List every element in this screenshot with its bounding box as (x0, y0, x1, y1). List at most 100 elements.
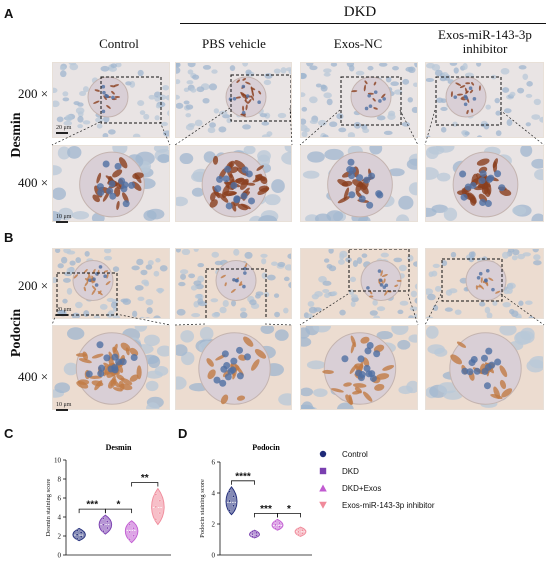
column-label-exos-nc: Exos-NC (333, 36, 383, 51)
significance-label-2: ** (141, 473, 149, 484)
significance-label-0: **** (235, 471, 251, 482)
legend-label-3: Exos-miR-143-3p inhibitor (342, 500, 435, 510)
chart-title: Podocin (252, 443, 280, 452)
violin-point-1 (255, 531, 258, 535)
y-tick-label: 2 (58, 533, 62, 541)
violin-point-0 (79, 531, 83, 534)
significance-label-0: *** (86, 500, 98, 511)
micrograph-podocin-400x-control (52, 325, 170, 410)
violin-point-2 (278, 525, 281, 528)
legend-item-0: Control (318, 447, 368, 461)
violin-point-1 (255, 534, 258, 537)
mag-label-a-200: 200 × (18, 86, 49, 101)
legend-label-2: DKD+Exos (342, 483, 382, 493)
violin-point-3 (297, 533, 300, 537)
mag-label-b-200: 200 × (18, 278, 49, 293)
legend-item-2: DKD+Exos (318, 481, 381, 495)
violin-3 (151, 487, 165, 526)
violin-point-2 (132, 526, 135, 530)
legend-marker-3 (319, 501, 327, 509)
violin-point-2 (274, 519, 277, 523)
y-tick-label: 6 (58, 495, 62, 503)
micrograph-podocin-200x-inhibitor (425, 248, 544, 319)
violin-point-3 (154, 505, 158, 509)
violin-point-3 (158, 499, 162, 503)
legend-item-3: Exos-miR-143-3p inhibitor (318, 498, 434, 512)
violin-point-2 (278, 521, 281, 525)
violin-point-3 (154, 517, 158, 521)
violin-point-0 (75, 529, 79, 532)
violin-point-3 (301, 529, 304, 532)
micrograph-desmin-400x-inhibitor (425, 145, 544, 222)
violin-point-1 (106, 526, 109, 530)
significance-bracket-1 (104, 508, 133, 514)
significance-label-2: * (287, 504, 291, 515)
violin-0 (72, 527, 86, 542)
significance-bracket-2 (277, 512, 301, 518)
panel-letter-c: C (4, 426, 14, 441)
legend-label-1: DKD (342, 466, 359, 476)
violin-point-2 (132, 534, 135, 537)
violin-point-1 (102, 517, 105, 520)
micrograph-desmin-400x-pbs (175, 145, 292, 222)
violin-point-2 (128, 523, 131, 526)
significance-bracket-0 (231, 480, 255, 485)
violin-point-3 (297, 527, 300, 530)
scale-bar-b-400: 10 μm (56, 402, 71, 411)
micrograph-podocin-200x-control (52, 248, 170, 319)
violin-point-0 (232, 504, 235, 508)
y-tick-label: 2 (212, 521, 216, 529)
scale-bar-a-400: 10 μm (56, 214, 71, 223)
violin-point-1 (251, 530, 254, 533)
violin-point-1 (251, 535, 254, 539)
y-tick-label: 6 (212, 459, 216, 467)
violin-point-0 (75, 533, 79, 536)
violin-point-0 (228, 490, 231, 493)
y-axis-label: Desmin staining score (45, 479, 52, 537)
y-tick-label: 8 (58, 476, 62, 484)
legend-label-0: Control (342, 449, 368, 459)
micrograph-podocin-400x-exos-nc (300, 325, 418, 410)
y-tick-label: 4 (58, 514, 62, 522)
y-tick-label: 4 (212, 490, 216, 498)
violin-point-0 (228, 509, 231, 512)
significance-bracket-2 (131, 482, 159, 487)
y-tick-label: 0 (212, 552, 216, 560)
significance-label-1: *** (260, 504, 272, 515)
scale-bar-b-200: 20 μm (56, 307, 71, 316)
violin-2 (271, 518, 284, 531)
micrograph-podocin-200x-exos-nc (300, 248, 418, 319)
micrograph-podocin-200x-pbs (175, 248, 292, 319)
violin-point-1 (106, 520, 109, 523)
violin-2 (124, 520, 139, 544)
violin-point-3 (154, 493, 158, 496)
violin-point-1 (102, 530, 105, 533)
legend-item-1: DKD (318, 464, 359, 478)
micrograph-podocin-400x-pbs (175, 325, 292, 410)
legend-marker-1 (319, 467, 327, 475)
legend-marker-2 (319, 484, 327, 492)
y-tick-label: 10 (54, 457, 62, 465)
violin-point-3 (301, 532, 304, 535)
mag-label-a-400: 400 × (18, 175, 49, 190)
violin-point-0 (79, 535, 83, 539)
y-axis-label: Podocin staining score (199, 479, 206, 538)
mag-label-b-400: 400 × (18, 369, 49, 384)
violin-point-2 (274, 523, 277, 527)
violin-point-0 (232, 495, 235, 498)
zoom-connectors (51, 107, 545, 326)
micrograph-desmin-200x-control (52, 62, 170, 138)
violin-point-2 (274, 527, 277, 530)
micrograph-desmin-400x-control (52, 145, 170, 222)
violin-point-1 (102, 523, 105, 527)
violin-point-0 (75, 537, 79, 541)
column-label-control: Control (99, 36, 139, 51)
violin-point-2 (128, 530, 131, 534)
column-label-inhibitor: Exos-miR-143-3p inhibitor (438, 27, 532, 56)
violin-point-0 (228, 499, 231, 503)
panel-letter-a: A (4, 6, 14, 21)
violin-1 (249, 529, 260, 539)
